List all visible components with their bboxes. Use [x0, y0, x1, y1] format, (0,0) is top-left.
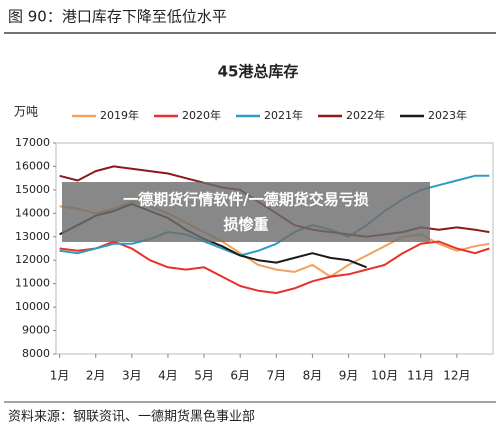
- x-tick-label: 12月: [443, 369, 470, 383]
- legend-label: 2022年: [346, 108, 385, 122]
- x-tick-label: 6月: [230, 369, 250, 383]
- x-tick-label: 10月: [371, 369, 398, 383]
- y-tick-label: 14000: [15, 206, 50, 219]
- plot-frame: [55, 142, 494, 355]
- figure-title: 图 90：港口库存下降至低位水平: [8, 8, 227, 26]
- x-tick-label: 8月: [303, 369, 323, 383]
- series-line: [59, 240, 490, 294]
- legend-label: 2020年: [182, 108, 221, 122]
- x-tick-label: 11月: [407, 369, 434, 383]
- y-tick-label: 11000: [15, 277, 50, 290]
- y-tick-label: 13000: [15, 230, 50, 243]
- y-tick-label: 16000: [15, 159, 50, 172]
- watermark: 一德期货行情软件/一德期货交易亏损: [123, 191, 368, 209]
- x-tick-label: 3月: [122, 369, 142, 383]
- x-tick-label: 1月: [50, 369, 70, 383]
- watermark: 损惨重: [223, 216, 268, 234]
- x-tick-label: 5月: [194, 369, 214, 383]
- y-tick-label: 12000: [15, 253, 50, 266]
- watermark-box: [62, 182, 430, 242]
- y-tick-label: 8000: [22, 347, 50, 360]
- y-tick-label: 17000: [15, 136, 50, 149]
- y-tick-label: 9000: [22, 324, 50, 337]
- legend-label: 2021年: [264, 108, 303, 122]
- y-tick-label: 10000: [15, 300, 50, 313]
- x-tick-label: 4月: [158, 369, 178, 383]
- legend-label: 2019年: [100, 108, 139, 122]
- x-tick-label: 9月: [339, 369, 359, 383]
- y-axis-label: 万吨: [14, 105, 38, 119]
- y-tick-label: 15000: [15, 183, 50, 196]
- source-note: 资料来源：钢联资讯、一德期货黑色事业部: [8, 409, 255, 425]
- chart-title: 45港总库存: [218, 63, 299, 81]
- x-tick-label: 7月: [266, 369, 286, 383]
- legend-label: 2023年: [428, 108, 467, 122]
- x-tick-label: 2月: [86, 369, 106, 383]
